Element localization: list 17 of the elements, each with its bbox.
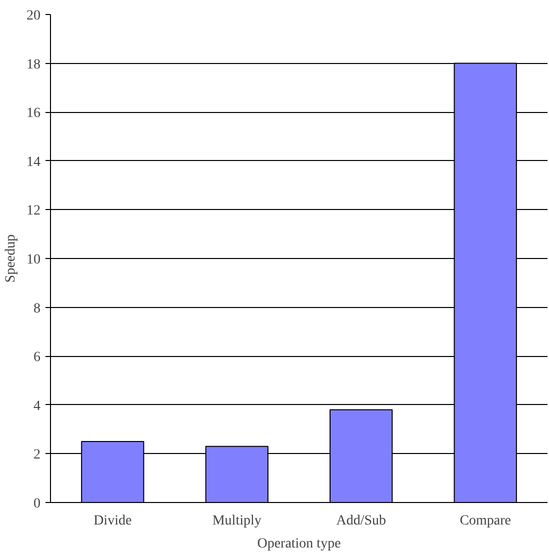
y-tick-label: 20 [26, 8, 40, 24]
x-tick-label: Multiply [212, 514, 262, 528]
y-tick-label: 2 [34, 448, 40, 463]
y-tick-label: 0 [34, 496, 40, 512]
y-tick-label: 8 [34, 301, 40, 316]
y-tick-label: 16 [26, 106, 40, 122]
x-tick-label: Divide [94, 514, 132, 528]
x-axis-title: Operation type [257, 536, 341, 552]
y-tick-label: 14 [26, 154, 40, 170]
y-tick-label: 4 [34, 398, 40, 414]
y-tick-label: 18 [26, 57, 40, 72]
y-tick-label: 6 [34, 350, 40, 366]
x-tick-label: Compare [460, 514, 512, 528]
y-tick-label: 10 [26, 252, 40, 268]
y-tick-label: 12 [26, 204, 40, 219]
y-axis-title: Speedup [4, 234, 18, 283]
x-tick-label: Add/Sub [336, 514, 386, 528]
